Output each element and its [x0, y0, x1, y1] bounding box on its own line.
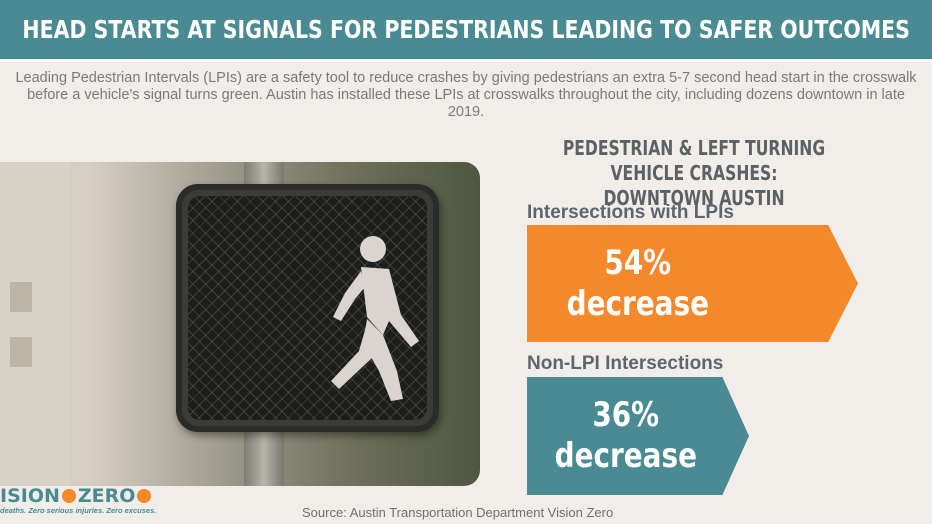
pedestrian-signal-photo: [0, 162, 480, 486]
lpi-stat-arrow: 54% decrease: [527, 225, 858, 342]
lpi-stat-change: decrease: [566, 283, 709, 324]
chart-heading: PEDESTRIAN & LEFT TURNING VEHICLE CRASHE…: [538, 136, 850, 211]
chart-heading-line1: PEDESTRIAN & LEFT TURNING VEHICLE CRASHE…: [562, 136, 826, 185]
background-building-window: [10, 282, 32, 312]
non-lpi-stat-arrow: 36% decrease: [527, 377, 749, 495]
logo-person-icon: [61, 489, 76, 503]
non-lpi-stat-change: decrease: [554, 436, 697, 476]
lpi-intersections-label: Intersections with LPIs: [527, 202, 734, 223]
intro-paragraph: Leading Pedestrian Intervals (LPIs) are …: [15, 70, 917, 120]
non-lpi-intersections-label: Non-LPI Intersections: [527, 353, 724, 374]
non-lpi-stat-value: 36%: [592, 395, 659, 435]
vision-zero-logo: ISION ZERO deaths. Zero serious injuries…: [0, 486, 200, 522]
pedestrian-signal-housing: [176, 184, 439, 432]
title-banner: HEAD STARTS AT SIGNALS FOR PEDESTRIANS L…: [0, 0, 932, 62]
source-credit: Source: Austin Transportation Department…: [302, 505, 614, 520]
chart-heading-line2: DOWNTOWN AUSTIN: [603, 186, 785, 210]
lpi-stat-value: 54%: [604, 242, 671, 283]
background-building-window: [10, 337, 32, 367]
background-building: [0, 162, 70, 486]
walking-person-icon: [331, 236, 419, 401]
logo-tagline: deaths. Zero serious injuries. Zero excu…: [0, 506, 157, 515]
logo-bicycle-icon: [137, 489, 152, 503]
logo-word-right: ZERO: [77, 485, 136, 507]
logo-word-left: ISION: [0, 485, 60, 507]
page-title: HEAD STARTS AT SIGNALS FOR PEDESTRIANS L…: [22, 15, 910, 44]
signal-grid: [188, 196, 427, 420]
